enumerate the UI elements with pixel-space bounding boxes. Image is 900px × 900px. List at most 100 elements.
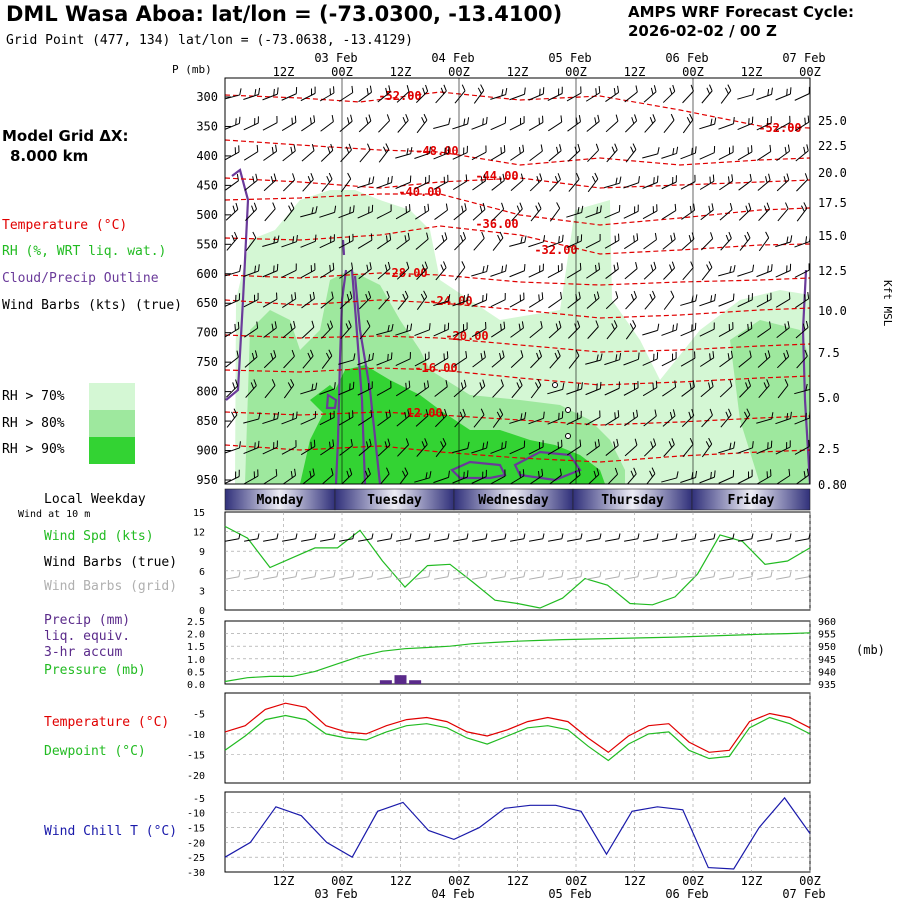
- wind-barb-358: [547, 411, 564, 425]
- wind-barb-202: [528, 263, 544, 278]
- wind-barb-301: [642, 352, 659, 366]
- pressure-tick-0: 300: [196, 90, 218, 104]
- wind-barb-230: [471, 293, 488, 307]
- sfc-barb-true-22: [643, 533, 659, 542]
- wind-barb-45: [490, 116, 507, 131]
- wind-barb-53: [644, 114, 656, 133]
- weekday-bar: Monday Tuesday Wednesday Thursday Friday: [224, 488, 811, 511]
- legend-wind-10m: Wind at 10 m: [18, 509, 91, 520]
- sfc-barb-true-11: [434, 533, 450, 542]
- wind-barb-359: [566, 410, 582, 426]
- wind-barb-42: [433, 117, 451, 130]
- wind-barb-267: [587, 320, 599, 339]
- sfc-barb-true-7: [358, 533, 374, 542]
- legend-pressure: Pressure (mb): [44, 663, 146, 678]
- wind-barb-58: [737, 116, 754, 131]
- wind-barb-303: [680, 351, 696, 367]
- wind-barb-224: [358, 291, 372, 310]
- wind-barb-63: [243, 144, 259, 161]
- temp-contour-1: [225, 91, 810, 129]
- kft-tick-7: 7.5: [818, 346, 840, 360]
- wind-speed-panel: 15 12 9 6 3 0: [193, 508, 811, 617]
- wind-barb-66: [301, 144, 315, 162]
- wind-barb-337: [739, 379, 752, 398]
- wind-barb-386: [490, 440, 507, 454]
- wind-barb-138: [491, 202, 505, 221]
- wind-barb-296: [549, 349, 561, 369]
- wind-barb-191: [319, 262, 335, 279]
- pressure-ytick-5: 935: [818, 680, 836, 691]
- sfc-barb-grid-27: [738, 571, 754, 580]
- wind-barb-62: [225, 145, 240, 161]
- wind-barb-149: [700, 203, 714, 221]
- wind-barb-324: [492, 379, 504, 398]
- temp-contour-label-10: -16.00: [414, 361, 457, 375]
- top-hour-tick-8: 12Z: [741, 65, 763, 79]
- wind-barb-367: [720, 408, 732, 428]
- wind-barb-331: [623, 381, 639, 396]
- legend-local-weekday: Local Weekday: [44, 492, 146, 507]
- sfc-barb-grid-18: [567, 571, 583, 580]
- sfc-barb-grid-15: [510, 571, 526, 580]
- calm-wind-circle-2: [565, 407, 571, 413]
- bottom-hour-tick-8: 12Z: [741, 874, 763, 888]
- sfc-barb-grid-2: [263, 571, 279, 580]
- wind-barb-70: [378, 143, 390, 163]
- chill-ytick-5: -30: [187, 868, 205, 879]
- legend-wind-chill: Wind Chill T (°C): [44, 824, 178, 839]
- weekday-label-3: Thursday: [601, 493, 664, 508]
- wind-barb-339: [777, 379, 789, 399]
- wind-barb-163: [377, 233, 392, 250]
- wind-barb-15: [509, 87, 526, 101]
- wind-barb-394: [643, 438, 657, 457]
- wind-barb-170: [509, 235, 527, 247]
- sfc-barb-true-2: [263, 533, 279, 542]
- cloud-outline-8: [325, 393, 338, 410]
- wind-barb-342: [243, 412, 261, 424]
- chill-ytick-3: -20: [187, 838, 205, 849]
- wind-barb-383: [435, 437, 447, 458]
- wind-barb-207: [624, 261, 638, 280]
- wind-barb-176: [624, 233, 639, 250]
- wind-barb-314: [300, 382, 318, 395]
- temp-contour-2: [225, 139, 810, 166]
- wind-barb-249: [244, 321, 259, 338]
- wind-barb-128: [300, 206, 318, 218]
- sfc-barb-grid-24: [681, 571, 697, 580]
- pressure-tick-2: 400: [196, 149, 218, 163]
- wind-barb-108: [510, 173, 524, 192]
- wind-barb-187: [243, 264, 260, 277]
- wind-barb-229: [452, 293, 469, 307]
- pressure-tick-6: 600: [196, 267, 218, 281]
- temp-contour-5: [225, 225, 810, 255]
- wind-barb-120: [738, 173, 752, 191]
- upper-air-wind-barbs: [225, 84, 810, 484]
- wind-barb-254: [340, 320, 352, 340]
- wind-barb-242: [699, 293, 716, 307]
- bottom-hour-tick-4: 12Z: [507, 874, 529, 888]
- wind-barb-9: [396, 85, 410, 103]
- sfc-barb-true-6: [339, 533, 355, 542]
- wind-barb-430: [737, 469, 753, 484]
- sfc-barb-true-21: [624, 533, 640, 542]
- wind-barb-104: [433, 174, 449, 190]
- wind-barb-329: [585, 381, 602, 396]
- wind-barb-4: [300, 86, 316, 102]
- wind-barb-60: [775, 115, 791, 131]
- wind-barb-326: [530, 378, 542, 399]
- wind-barb-168: [473, 231, 485, 251]
- wind-barb-234: [548, 291, 563, 309]
- pressure-ytick-1: 955: [818, 630, 836, 641]
- bottom-date-tick-1: 04 Feb: [431, 887, 474, 900]
- wind-barb-276: [757, 321, 772, 338]
- sfc-barb-true-0: [225, 533, 241, 542]
- sfc-barb-grid-28: [757, 571, 773, 580]
- wind-barb-125: [245, 202, 258, 221]
- wind-barb-215: [775, 263, 792, 278]
- wind-barb-333: [662, 380, 677, 397]
- wind-barb-172: [547, 234, 564, 248]
- wind-barb-413: [414, 471, 432, 483]
- wind-barb-411: [378, 467, 390, 484]
- precip-ytick-2: 1.5: [187, 642, 205, 653]
- legend-3hr-accum: 3-hr accum: [44, 645, 123, 660]
